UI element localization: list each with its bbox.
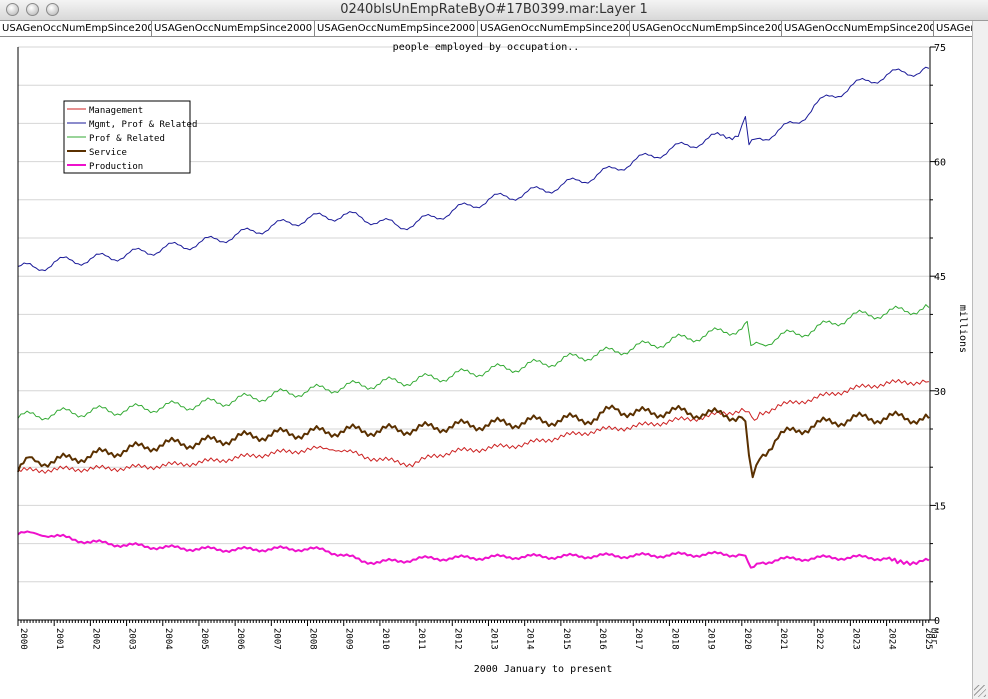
series-line-prof-related [17,304,930,421]
x-tick-label: Mar [929,628,939,645]
x-tick-label: 2015 [561,628,571,650]
zoom-window-button[interactable] [46,3,59,16]
legend-entry: Service [89,148,127,158]
x-tick-label: 2000 [18,628,28,650]
legend: Management Mgmt, Prof & Related Prof & Rel… [63,100,197,174]
layer-tab[interactable]: USAGenOccNumEmpSince2000 [784,21,934,36]
resize-grip-icon[interactable] [974,685,986,697]
x-tick-label: 2020 [742,628,752,650]
x-tick-label: 2003 [127,628,137,650]
x-tick-label: 2007 [271,628,281,650]
x-tick-label: 2024 [887,628,897,650]
x-tick-label: 2021 [778,628,788,650]
x-tick-label: 2002 [90,628,100,650]
x-tick-label: 2009 [344,628,354,650]
legend-entry: Production [89,162,143,172]
layer-tab[interactable]: USAGenOccNumEmpSince2000 [152,21,315,36]
legend-entry: Mgmt, Prof & Related [89,120,197,130]
series-line-management [17,379,929,474]
legend-entry: Management [89,106,143,116]
grid-lines [18,46,930,583]
y-tick-label: 30 [934,387,946,398]
y-tick-label: 75 [934,43,946,54]
x-tick-label: 2001 [54,628,64,650]
layer-tab[interactable]: USAGenOccNumEmpSince2000 [632,21,782,36]
y-tick-label: 15 [934,501,946,512]
minimize-window-button[interactable] [26,3,39,16]
x-tick-label: 2018 [669,628,679,650]
layer-tab[interactable]: USAGenOccNumEmpSince2000 [315,21,478,36]
x-tick-label: 2004 [163,628,173,650]
chart: 2000 2001 2002 2003 2004 2005 2006 2007 2008 2009… [17,42,968,675]
x-tick-label: 2005 [199,628,209,650]
window-titlebar: 0240blsUnEmpRateByO#17B0399.mar:Layer 1 [0,0,988,21]
layer-tab-bar: USAGenOccNumEmpSince2000 USAGenOccNumEmp… [0,21,972,37]
legend-entry: Prof & Related [89,134,165,144]
x-tick-label: 2012 [452,628,462,650]
vertical-scrollbar[interactable] [972,21,988,699]
x-tick-label: 2016 [597,628,607,650]
y-tick-label: 45 [934,272,946,283]
x-tick-label: 2019 [706,628,716,650]
x-tick-label: 2006 [235,628,245,650]
y-axis-label: millions [957,305,968,353]
chart-title: people employed by occupation.. [393,42,580,53]
series-line-production [17,530,930,569]
x-tick-label: 2014 [525,628,535,650]
x-tick-label: 2013 [488,628,498,650]
x-tick-label: 2010 [380,628,390,650]
x-tick-label: 2022 [814,628,824,650]
window-title: 0240blsUnEmpRateByO#17B0399.mar:Layer 1 [340,2,648,17]
y-tick-label: 0 [934,616,940,627]
layer-tab[interactable]: USAGenOccNumEmpSince2000 [2,21,152,36]
x-tick-label: 2008 [308,628,318,650]
x-tick-label: 2025 [923,628,933,650]
x-axis-label: 2000 January to present [474,664,612,675]
x-tick-label: 2023 [850,628,860,650]
series-line-mgmt-prof-related [17,66,930,272]
series-lines [17,66,930,569]
layer-tab[interactable]: USAGenOccNumEmpSince2000 [480,21,630,36]
y-tick-label: 60 [934,158,946,169]
x-axis: 2000 2001 2002 2003 2004 2005 2006 2007 2008 2009… [17,47,939,650]
layer-tab[interactable]: USAGenO [934,21,972,36]
series-line-service [17,404,930,479]
y-axis: 0 15 30 45 60 75 [929,43,946,627]
x-tick-label: 2011 [416,628,426,650]
close-window-button[interactable] [6,3,19,16]
x-tick-label: 2017 [633,628,643,650]
